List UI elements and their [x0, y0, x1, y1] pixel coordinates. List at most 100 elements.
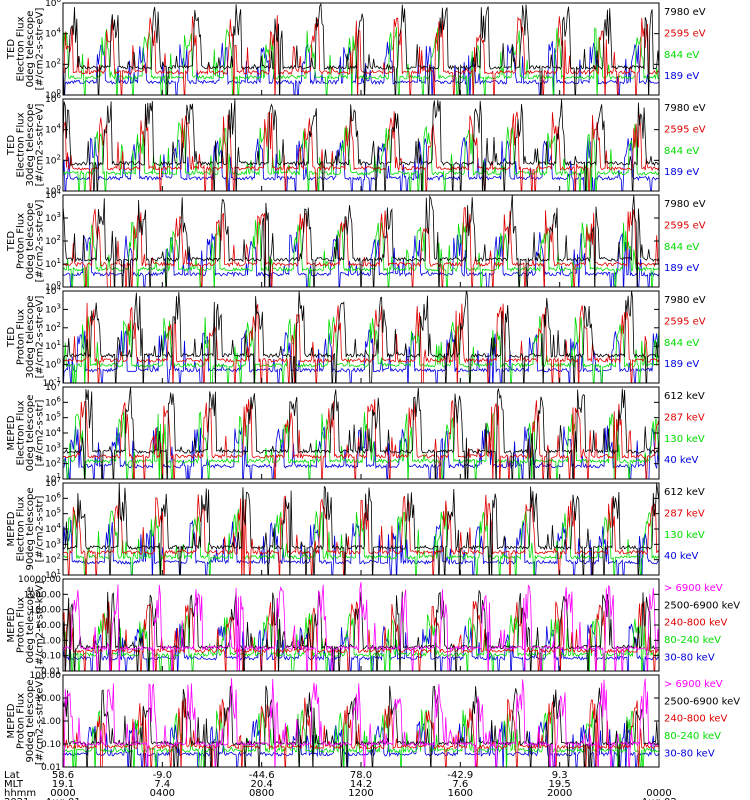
panel-6-ylabel: MEPEDElectron Flux90deg telescope[#/cm2-…	[6, 487, 46, 570]
panel-2-ylabel-line-3: 30deg telescope	[25, 103, 36, 186]
panel-5-legend-item-4: 40 keV	[664, 455, 698, 466]
panel-2-series-3-line	[63, 121, 659, 191]
panel-2-ylabel-line-1: TED	[6, 135, 17, 156]
panel-6-ytick-label-6: 106	[45, 491, 61, 504]
panel-7-ytick-label-6: 1000.00	[24, 590, 61, 600]
panel-7: 0.010.101.0010.00100.001000.0010000.00ME…	[6, 575, 740, 677]
panel-4-series-1-line	[63, 291, 659, 383]
panel-1-series-2-line	[63, 15, 659, 95]
xtick-1-lat: 58.6	[52, 770, 74, 781]
panel-8-ylabel-line-3: 90deg telescope	[25, 679, 36, 762]
panel-6-legend-item-1: 612 keV	[664, 487, 705, 498]
panel-6-series-4-line	[63, 519, 659, 575]
panel-1-ylabel-line-3: 0deg telescope	[25, 11, 36, 88]
panel-1-legend-item-4: 189 eV	[664, 71, 699, 82]
panel-6-legend-item-2: 287 keV	[664, 508, 705, 519]
panel-6-legend-item-4: 40 keV	[664, 551, 698, 562]
panel-8-series-5-line	[63, 719, 659, 767]
panel-8-ylabel-line-4: [#/cm2-s-str-keV]	[35, 677, 46, 765]
xtick-3-lat: -44.6	[249, 770, 275, 781]
panel-8-ytick-label-5: 100.00	[30, 671, 62, 681]
panel-6-ytick-label-3: 103	[45, 537, 61, 550]
panel-5-ytick-label-6: 106	[45, 395, 61, 408]
panel-6-ylabel-line-1: MEPED	[6, 511, 17, 546]
panel-7-traces	[63, 581, 659, 671]
panel-1-ylabel: TEDElectron Flux0deg telescope[#/cm2-s-s…	[6, 8, 46, 91]
panel-7-ytick-label-2: 0.10	[41, 652, 61, 662]
panel-8-ylabel-line-2: Proton Flux	[16, 693, 27, 749]
panel-2-legend-item-2: 2595 eV	[664, 124, 706, 135]
panel-5-ylabel: MEPEDElectron Flux0deg telescope[#/cm2-s…	[6, 395, 46, 472]
panel-3-ytick-label-2: 101	[45, 257, 61, 270]
xtick-1-hhmm: 0000	[50, 788, 75, 799]
panel-2-ylabel-line-2: Electron Flux	[16, 112, 27, 177]
panel-2-legend-item-1: 7980 eV	[664, 103, 706, 114]
panel-5-ylabel-line-2: Electron Flux	[16, 400, 27, 465]
panel-7-legend: > 6900 keV 2500-6900 keV 240-800 keV 80-240…	[664, 583, 740, 663]
panel-8-traces	[63, 678, 659, 767]
panel-4-ylabel-line-3: 30deg telescope	[25, 295, 36, 378]
panel-2-legend-item-3: 844 eV	[664, 146, 699, 157]
panel-7-series-5-line	[63, 623, 659, 671]
panel-7-legend-item-5: 30-80 keV	[664, 652, 715, 663]
panel-7-ytick-label-3: 1.00	[41, 636, 61, 646]
panel-2-ylabel: TEDElectron Flux30deg telescope[#/cm2-s-…	[6, 103, 46, 186]
panel-6-ytick-label-4: 104	[45, 522, 61, 535]
panel-5-ylabel-line-3: 0deg telescope	[25, 395, 36, 472]
panel-7-ytick-label-5: 100.00	[30, 606, 62, 616]
panel-8-ytick-label-2: 0.10	[41, 740, 61, 750]
panel-6-traces	[63, 483, 659, 575]
panel-7-ytick-label-1: 0.01	[41, 667, 61, 677]
xtick-4-lat: 78.0	[350, 770, 372, 781]
panel-3-legend-item-2: 2595 eV	[664, 220, 706, 231]
panel-8-legend: > 6900 keV 2500-6900 keV 240-800 keV 80-240…	[664, 679, 740, 759]
panel-7-ytick-label-4: 10.00	[35, 621, 61, 631]
panel-5-ylabel-line-4: [#/cm2-s-str]	[35, 399, 46, 466]
panel-4-ylabel-line-4: [#/cm2-s-str-eV]	[35, 296, 46, 379]
xtick-5-mlt: 7.6	[452, 779, 468, 790]
xtick-2-lat: -9.0	[153, 770, 173, 781]
xtick-5-hhmm: 1600	[448, 788, 473, 799]
panel-5-traces	[63, 387, 659, 479]
xtick-6-hhmm: 2000	[547, 788, 572, 799]
panel-1-legend-item-3: 844 eV	[664, 50, 699, 61]
panel-8-ytick-label-1: 0.01	[41, 763, 61, 773]
panel-1-series-3-line	[63, 27, 659, 95]
xtick-4-hhmm: 1200	[348, 788, 373, 799]
panel-3-ylabel-line-2: Proton Flux	[16, 213, 27, 269]
panel-3-series-2-line	[63, 207, 659, 287]
xtick-5-lat: -42.9	[447, 770, 473, 781]
panel-5-legend-item-1: 612 keV	[664, 391, 705, 402]
x-row-label-1: Lat	[4, 770, 20, 781]
panel-3-ylabel-line-1: TED	[6, 231, 17, 252]
panel-1-ytick-label-3: 104	[45, 27, 61, 40]
panel-5-legend: 612 keV 287 keV 130 keV 40 keV	[664, 391, 705, 466]
panel-8-ylabel: MEPEDProton Flux90deg telescope[#/cm2-s-…	[6, 677, 46, 765]
panel-2-series-4-line	[63, 136, 659, 191]
panel-8-ytick-label-4: 10.00	[35, 694, 61, 704]
panel-6-ytick-label-5: 105	[45, 507, 61, 520]
panel-7-ylabel-line-1: MEPED	[6, 607, 17, 642]
panel-1-legend: 7980 eV 2595 eV 844 eV 189 eV	[664, 7, 706, 82]
panel-1-legend-item-1: 7980 eV	[664, 7, 706, 18]
panel-4-ylabel-line-1: TED	[6, 327, 17, 348]
panel-4-ytick-label-4: 102	[45, 321, 61, 334]
panel-5-ytick-label-2: 102	[45, 457, 61, 470]
panel-7-legend-item-1: > 6900 keV	[664, 583, 723, 594]
panel-4-legend-item-1: 7980 eV	[664, 295, 706, 306]
panel-5-ytick-label-4: 104	[45, 426, 61, 439]
xtick-3-mlt: 20.4	[251, 779, 273, 790]
panel-3-legend-item-3: 844 eV	[664, 242, 699, 253]
panel-3-ylabel-line-3: 0deg telescope	[25, 203, 36, 280]
panel-4-traces	[63, 291, 659, 383]
panel-3-series-4-line	[63, 231, 659, 287]
xtick-7-hhmm: 0000	[646, 788, 671, 799]
panel-5-ytick-label-5: 105	[45, 411, 61, 424]
panel-7-ylabel-line-4: [#/cm2-s-str-keV]	[35, 581, 46, 669]
x-row-label-3: hhmm	[4, 788, 36, 799]
